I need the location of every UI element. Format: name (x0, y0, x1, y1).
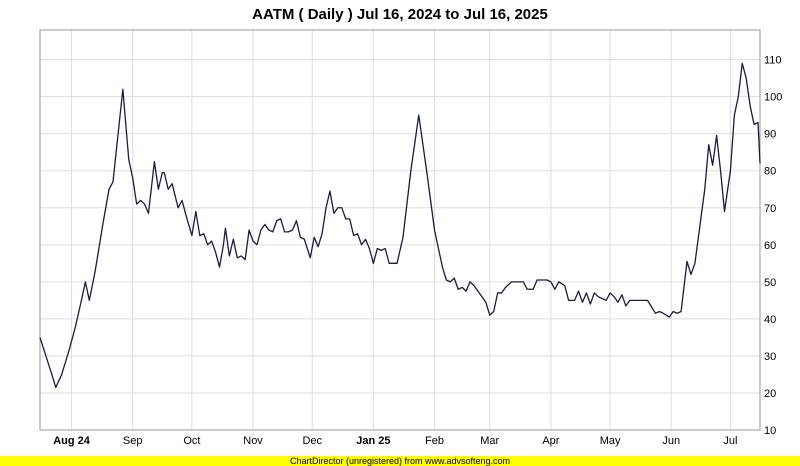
y-tick-label: 20 (764, 388, 776, 400)
gridlines (40, 30, 760, 430)
y-tick-label: 10 (764, 425, 776, 437)
y-axis: 10 20 30 40 50 60 70 80 90 100 110 (764, 55, 782, 437)
x-tick-label: Feb (425, 435, 444, 447)
y-tick-label: 60 (764, 240, 776, 252)
y-tick-label: 110 (764, 55, 782, 67)
chart-title: AATM ( Daily ) Jul 16, 2024 to Jul 16, 2… (252, 6, 548, 23)
x-tick-label: Jul (723, 435, 737, 447)
y-tick-label: 100 (764, 92, 782, 104)
y-tick-label: 80 (764, 166, 776, 178)
x-axis: Aug 24 Sep Oct Nov Dec Jan 25 Feb Mar Apr May Jun J… (53, 435, 737, 447)
x-tick-label: Aug 24 (53, 435, 91, 447)
x-tick-label: May (600, 435, 621, 447)
y-tick-label: 90 (764, 129, 776, 141)
x-tick-label: Sep (123, 435, 143, 447)
y-tick-label: 50 (764, 277, 776, 289)
x-tick-label: Nov (243, 435, 263, 447)
plot-area (39, 29, 761, 431)
y-tick-label: 40 (764, 314, 776, 326)
y-tick-label: 70 (764, 203, 776, 215)
series-group (39, 62, 761, 389)
x-tick-label: Oct (183, 435, 200, 447)
x-tick-label: Jun (662, 435, 680, 447)
x-tick-label: Dec (302, 435, 322, 447)
chart: AATM ( Daily ) Jul 16, 2024 to Jul 16, 2… (39, 6, 782, 447)
y-tick-label: 30 (764, 351, 776, 363)
x-tick-label: Jan 25 (356, 435, 390, 447)
x-tick-label: Apr (542, 435, 559, 447)
series-line (39, 62, 761, 389)
x-tick-label: Mar (480, 435, 499, 447)
footer-banner: ChartDirector (unregistered) from www.ad… (0, 456, 800, 466)
